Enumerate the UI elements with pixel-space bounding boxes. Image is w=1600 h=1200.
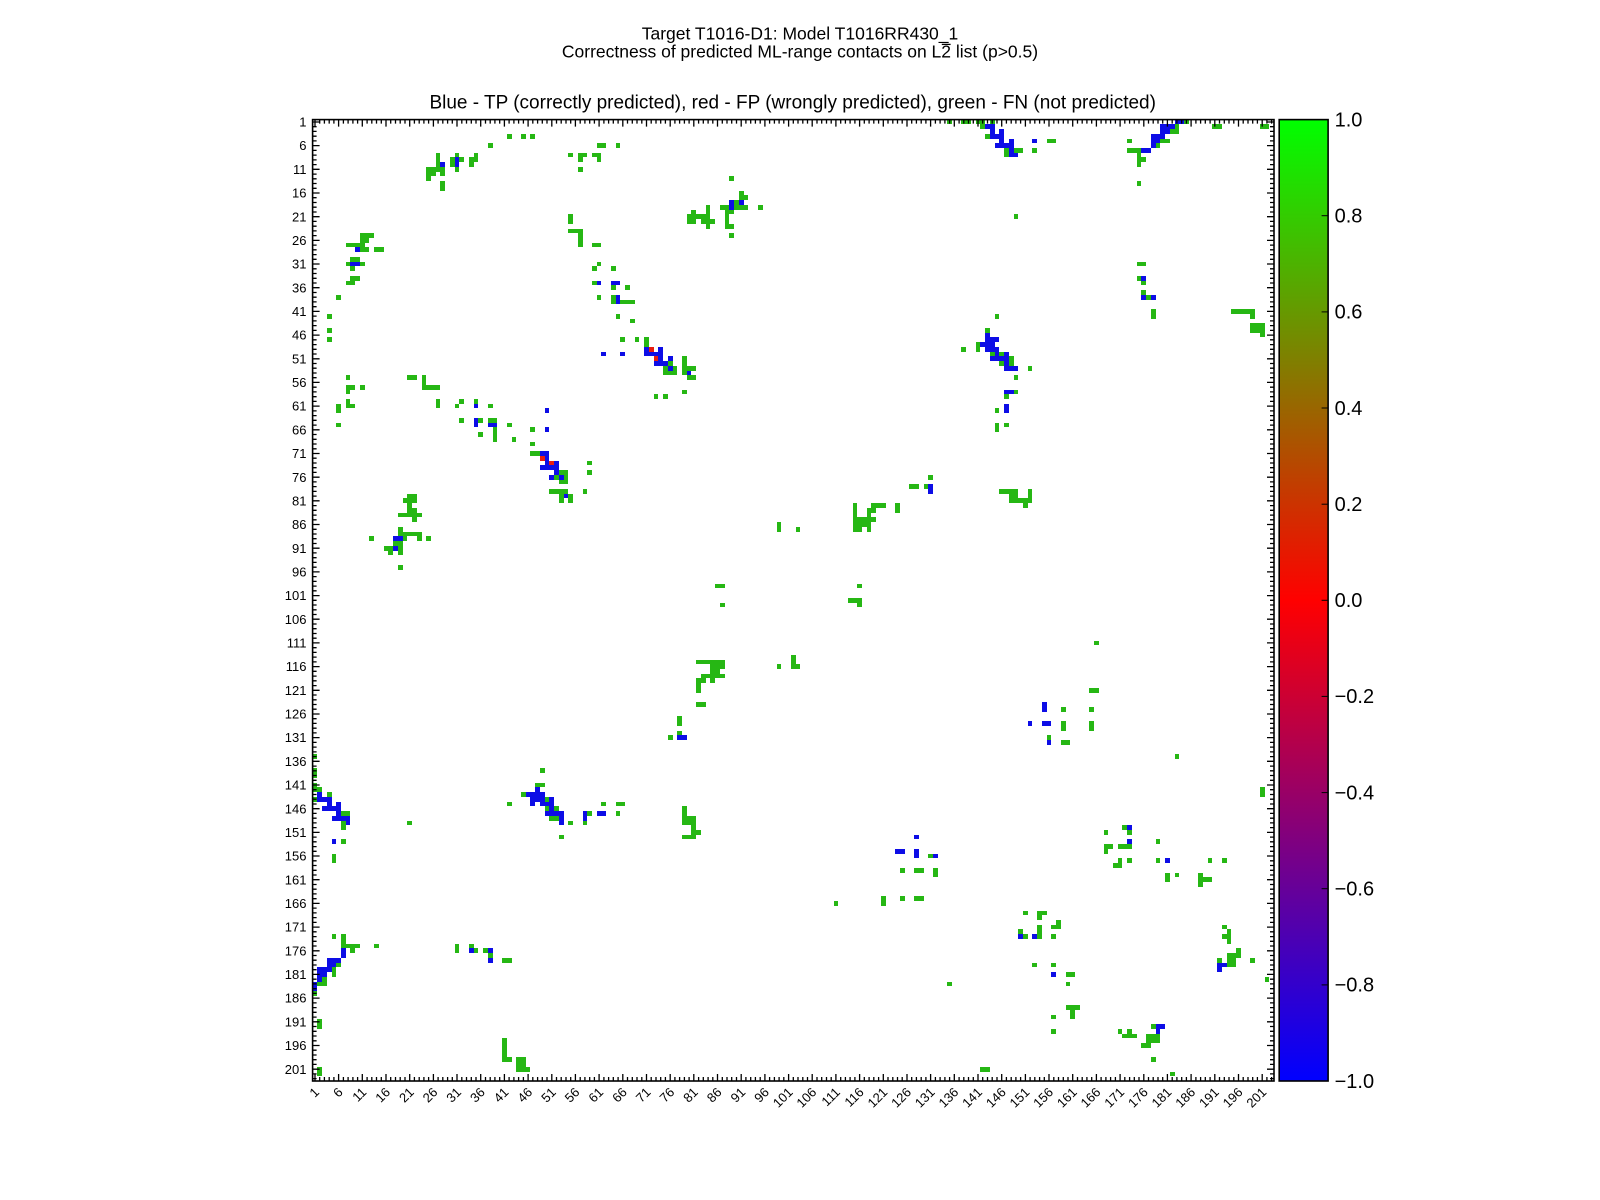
svg-text:106: 106 <box>285 612 307 627</box>
svg-text:196: 196 <box>285 1038 307 1053</box>
svg-text:61: 61 <box>292 399 306 414</box>
svg-text:96: 96 <box>292 565 306 580</box>
svg-text:86: 86 <box>292 517 306 532</box>
svg-text:71: 71 <box>292 446 306 461</box>
svg-text:−0.4: −0.4 <box>1335 782 1374 804</box>
svg-text:141: 141 <box>285 778 307 793</box>
svg-text:Correctness of predicted ML-ra: Correctness of predicted ML-range contac… <box>562 42 1038 62</box>
svg-text:26: 26 <box>292 233 306 248</box>
svg-text:101: 101 <box>285 588 307 603</box>
svg-text:11: 11 <box>293 162 307 177</box>
svg-text:131: 131 <box>285 730 307 745</box>
svg-text:Blue - TP (correctly predicted: Blue - TP (correctly predicted), red - F… <box>429 93 1156 114</box>
svg-text:41: 41 <box>292 304 306 319</box>
svg-text:181: 181 <box>285 967 307 982</box>
svg-text:51: 51 <box>292 351 306 366</box>
svg-text:171: 171 <box>285 920 307 935</box>
svg-text:151: 151 <box>285 825 307 840</box>
svg-text:201: 201 <box>285 1062 307 1077</box>
svg-text:66: 66 <box>292 422 306 437</box>
svg-text:191: 191 <box>285 1014 307 1029</box>
svg-text:156: 156 <box>285 849 307 864</box>
svg-text:116: 116 <box>286 659 307 674</box>
svg-text:0.6: 0.6 <box>1335 302 1363 324</box>
svg-text:0.0: 0.0 <box>1335 590 1363 612</box>
svg-text:146: 146 <box>285 801 307 816</box>
svg-text:91: 91 <box>292 541 306 556</box>
svg-text:0.2: 0.2 <box>1335 494 1363 516</box>
svg-text:16: 16 <box>292 186 306 201</box>
svg-text:0.8: 0.8 <box>1335 206 1363 228</box>
svg-text:Target T1016-D1: Model T1016RR: Target T1016-D1: Model T1016RR430_1 <box>642 24 959 45</box>
svg-text:−1.0: −1.0 <box>1335 1071 1374 1093</box>
svg-text:−0.8: −0.8 <box>1335 975 1374 997</box>
svg-text:176: 176 <box>285 943 307 958</box>
svg-text:136: 136 <box>285 754 307 769</box>
svg-text:36: 36 <box>292 280 306 295</box>
svg-text:6: 6 <box>299 138 306 153</box>
svg-text:−0.6: −0.6 <box>1335 879 1374 901</box>
svg-text:186: 186 <box>285 991 307 1006</box>
svg-text:46: 46 <box>292 328 306 343</box>
svg-text:0.4: 0.4 <box>1335 398 1363 420</box>
svg-text:111: 111 <box>287 636 307 651</box>
svg-text:81: 81 <box>292 493 306 508</box>
svg-text:56: 56 <box>292 375 306 390</box>
svg-text:126: 126 <box>285 707 307 722</box>
svg-text:121: 121 <box>285 683 307 698</box>
svg-text:21: 21 <box>292 209 306 224</box>
svg-text:1.0: 1.0 <box>1335 109 1363 131</box>
svg-text:166: 166 <box>285 896 307 911</box>
svg-text:161: 161 <box>285 872 307 887</box>
svg-text:−0.2: −0.2 <box>1335 686 1374 708</box>
svg-text:31: 31 <box>292 257 306 272</box>
svg-text:76: 76 <box>292 470 306 485</box>
svg-text:1: 1 <box>299 115 306 130</box>
